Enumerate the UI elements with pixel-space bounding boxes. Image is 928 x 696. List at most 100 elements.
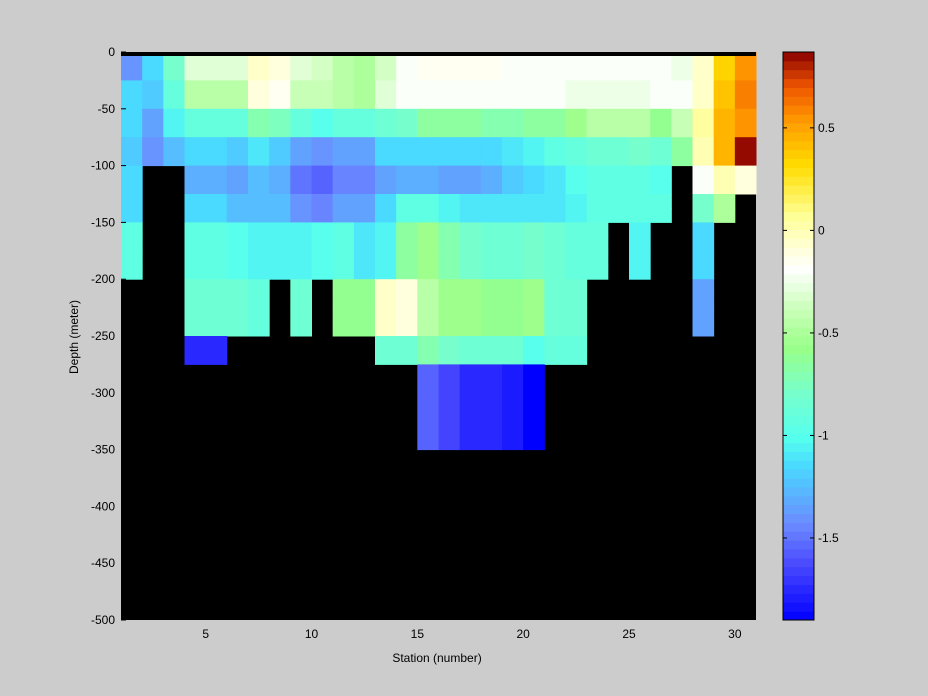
heatmap-cell bbox=[459, 307, 482, 323]
heatmap-cell bbox=[417, 137, 439, 152]
heatmap-cell bbox=[396, 307, 418, 323]
heatmap-cell bbox=[565, 307, 588, 323]
heatmap-cell bbox=[375, 151, 397, 167]
heatmap-cell bbox=[248, 293, 270, 309]
heatmap-cell bbox=[226, 123, 249, 138]
heatmap-cell bbox=[184, 307, 207, 323]
heatmap-cell bbox=[396, 151, 418, 167]
heatmap-cell bbox=[396, 165, 418, 181]
heatmap-cell bbox=[607, 123, 630, 138]
heatmap-cell bbox=[523, 378, 545, 394]
heatmap-cell bbox=[480, 108, 503, 124]
heatmap-cell bbox=[650, 123, 672, 138]
heatmap-cell bbox=[565, 94, 588, 110]
y-tick-label: -250 bbox=[91, 329, 115, 343]
heatmap-cell bbox=[629, 137, 651, 152]
heatmap-cell bbox=[523, 123, 545, 138]
heatmap-cell bbox=[607, 66, 630, 81]
heatmap-cell bbox=[459, 108, 482, 124]
colorbar-segment bbox=[783, 247, 814, 257]
heatmap-cell bbox=[523, 80, 545, 96]
heatmap-cell bbox=[417, 364, 439, 380]
colorbar-segment bbox=[783, 460, 814, 470]
heatmap-cell bbox=[142, 66, 164, 81]
heatmap-cell bbox=[269, 66, 291, 81]
heatmap-cell bbox=[226, 80, 249, 96]
heatmap-cell bbox=[713, 108, 736, 124]
heatmap-cell bbox=[226, 321, 249, 337]
heatmap-cell bbox=[544, 179, 566, 195]
heatmap-cell bbox=[544, 250, 566, 266]
heatmap-cell bbox=[459, 435, 482, 451]
heatmap-cell bbox=[375, 123, 397, 138]
colorbar-segment bbox=[783, 557, 814, 568]
heatmap-cell bbox=[121, 194, 143, 209]
heatmap-cell bbox=[332, 165, 355, 181]
x-tick-label: 15 bbox=[411, 627, 425, 641]
heatmap-cell bbox=[375, 250, 397, 266]
heatmap-cell bbox=[502, 321, 524, 337]
heatmap-cell bbox=[248, 208, 270, 223]
y-tick-label: -400 bbox=[91, 499, 115, 513]
heatmap-cell bbox=[226, 293, 249, 309]
heatmap-cell bbox=[290, 265, 312, 280]
heatmap-cell bbox=[480, 165, 503, 181]
heatmap-cell bbox=[502, 336, 524, 351]
heatmap-cell bbox=[375, 279, 397, 294]
heatmap-cell bbox=[353, 179, 376, 195]
heatmap-cell bbox=[480, 293, 503, 309]
heatmap-cell bbox=[269, 208, 291, 223]
heatmap-cell bbox=[248, 222, 270, 238]
heatmap-cell bbox=[607, 80, 630, 96]
heatmap-cell bbox=[332, 108, 355, 124]
heatmap-cell bbox=[290, 293, 312, 309]
colorbar-segment bbox=[783, 60, 814, 71]
heatmap-cell bbox=[375, 137, 397, 152]
heatmap-cell bbox=[121, 94, 143, 110]
heatmap-cell bbox=[226, 165, 249, 181]
heatmap-cell bbox=[417, 307, 439, 323]
heatmap-cell bbox=[417, 222, 439, 238]
heatmap-cell bbox=[459, 321, 482, 337]
heatmap-cell bbox=[248, 123, 270, 138]
heatmap-cell bbox=[248, 94, 270, 110]
heatmap-cell bbox=[163, 80, 185, 96]
heatmap-cell bbox=[163, 108, 185, 124]
heatmap-cell bbox=[586, 108, 609, 124]
heatmap-cell bbox=[692, 293, 715, 309]
colorbar-ticks: 0.5 0 -0.5 -1 -1.5 bbox=[783, 121, 839, 545]
heatmap-cell bbox=[629, 94, 651, 110]
heatmap-cell bbox=[332, 179, 355, 195]
heatmap-cell bbox=[332, 94, 355, 110]
colorbar-segment bbox=[783, 380, 814, 390]
heatmap-cell bbox=[650, 137, 672, 152]
heatmap-cell bbox=[523, 108, 545, 124]
colorbar-segment bbox=[783, 424, 814, 435]
heatmap-cell bbox=[692, 123, 715, 138]
colorbar-segment bbox=[783, 78, 814, 88]
heatmap-cell bbox=[565, 222, 588, 238]
heatmap-cell bbox=[269, 137, 291, 152]
heatmap-cell bbox=[629, 80, 651, 96]
heatmap-cell bbox=[565, 250, 588, 266]
heatmap-cell bbox=[121, 66, 143, 81]
heatmap-cell bbox=[353, 321, 376, 337]
heatmap-cell bbox=[417, 265, 439, 280]
heatmap-cell bbox=[734, 123, 757, 138]
heatmap-cell bbox=[523, 364, 545, 380]
heatmap-cell bbox=[502, 123, 524, 138]
colorbar-segment bbox=[783, 185, 814, 195]
heatmap-cell bbox=[290, 250, 312, 266]
heatmap-cell bbox=[502, 265, 524, 280]
heatmap-cell bbox=[544, 94, 566, 110]
heatmap-cell bbox=[226, 151, 249, 167]
heatmap-cell bbox=[332, 293, 355, 309]
heatmap-cell bbox=[692, 194, 715, 209]
colorbar-tick-label: -1.5 bbox=[818, 531, 839, 545]
heatmap-cell bbox=[438, 151, 461, 167]
colorbar-segment bbox=[783, 540, 814, 550]
heatmap-cell bbox=[502, 236, 524, 252]
heatmap-cell bbox=[121, 137, 143, 152]
heatmap-cell bbox=[734, 151, 757, 167]
heatmap-cell bbox=[438, 66, 461, 81]
